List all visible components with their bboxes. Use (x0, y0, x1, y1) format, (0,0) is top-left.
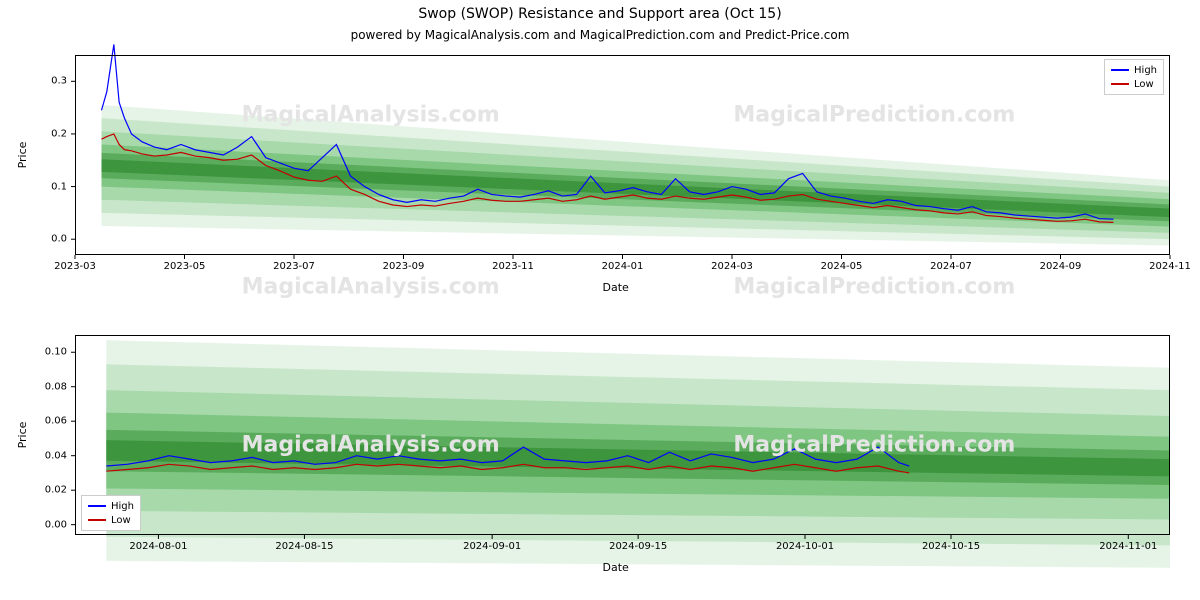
bottom-ylabel: Price (16, 422, 29, 449)
xtick-label: 2024-07 (930, 261, 972, 272)
xtick-label: 2024-08-01 (129, 541, 187, 552)
bottom-xlabel: Date (603, 561, 629, 574)
xtick-label: 2023-11 (492, 261, 534, 272)
top-panel: High Low (75, 55, 1170, 255)
ytick-label: 0.3 (51, 76, 67, 87)
chart-title: Swop (SWOP) Resistance and Support area … (0, 6, 1200, 22)
legend-label: Low (111, 515, 131, 526)
xtick-label: 2024-10-01 (776, 541, 834, 552)
watermark-text: MagicalAnalysis.com (242, 275, 500, 300)
xtick-label: 2024-09-01 (463, 541, 521, 552)
legend-item: Low (88, 513, 134, 527)
xtick-label: 2024-01 (602, 261, 644, 272)
ytick-label: 0.02 (45, 485, 67, 496)
ytick-label: 0.10 (45, 347, 67, 358)
ytick-label: 0.0 (51, 234, 67, 245)
xtick-label: 2024-11 (1149, 261, 1191, 272)
xtick-label: 2023-03 (54, 261, 96, 272)
xtick-label: 2024-09 (1040, 261, 1082, 272)
xtick-label: 2024-10-15 (922, 541, 980, 552)
legend-label: High (111, 501, 134, 512)
ytick-label: 0.06 (45, 416, 67, 427)
ytick-label: 0.2 (51, 128, 67, 139)
xtick-label: 2024-05 (821, 261, 863, 272)
legend-swatch (88, 519, 106, 521)
xtick-label: 2023-07 (273, 261, 315, 272)
ytick-label: 0.1 (51, 181, 67, 192)
legend-label: High (1134, 65, 1157, 76)
xtick-label: 2024-03 (711, 261, 753, 272)
ytick-label: 0.08 (45, 381, 67, 392)
bottom-panel-svg (75, 335, 1170, 535)
legend-item: High (1111, 63, 1157, 77)
xtick-label: 2024-08-15 (275, 541, 333, 552)
top-xlabel: Date (603, 281, 629, 294)
legend-item: Low (1111, 77, 1157, 91)
legend-bottom: High Low (81, 495, 141, 531)
figure: Swop (SWOP) Resistance and Support area … (0, 0, 1200, 600)
ytick-label: 0.00 (45, 519, 67, 530)
xtick-label: 2024-09-15 (609, 541, 667, 552)
chart-subtitle: powered by MagicalAnalysis.com and Magic… (0, 28, 1200, 42)
top-panel-svg (75, 55, 1170, 255)
legend-swatch (1111, 83, 1129, 85)
top-ylabel: Price (16, 142, 29, 169)
ytick-label: 0.04 (45, 450, 67, 461)
xtick-label: 2023-09 (383, 261, 425, 272)
bottom-panel: High Low (75, 335, 1170, 535)
legend-top: High Low (1104, 59, 1164, 95)
legend-item: High (88, 499, 134, 513)
legend-swatch (88, 505, 106, 507)
legend-swatch (1111, 69, 1129, 71)
watermark-text: MagicalPrediction.com (733, 275, 1015, 300)
xtick-label: 2023-05 (164, 261, 206, 272)
xtick-label: 2024-11-01 (1099, 541, 1157, 552)
legend-label: Low (1134, 79, 1154, 90)
